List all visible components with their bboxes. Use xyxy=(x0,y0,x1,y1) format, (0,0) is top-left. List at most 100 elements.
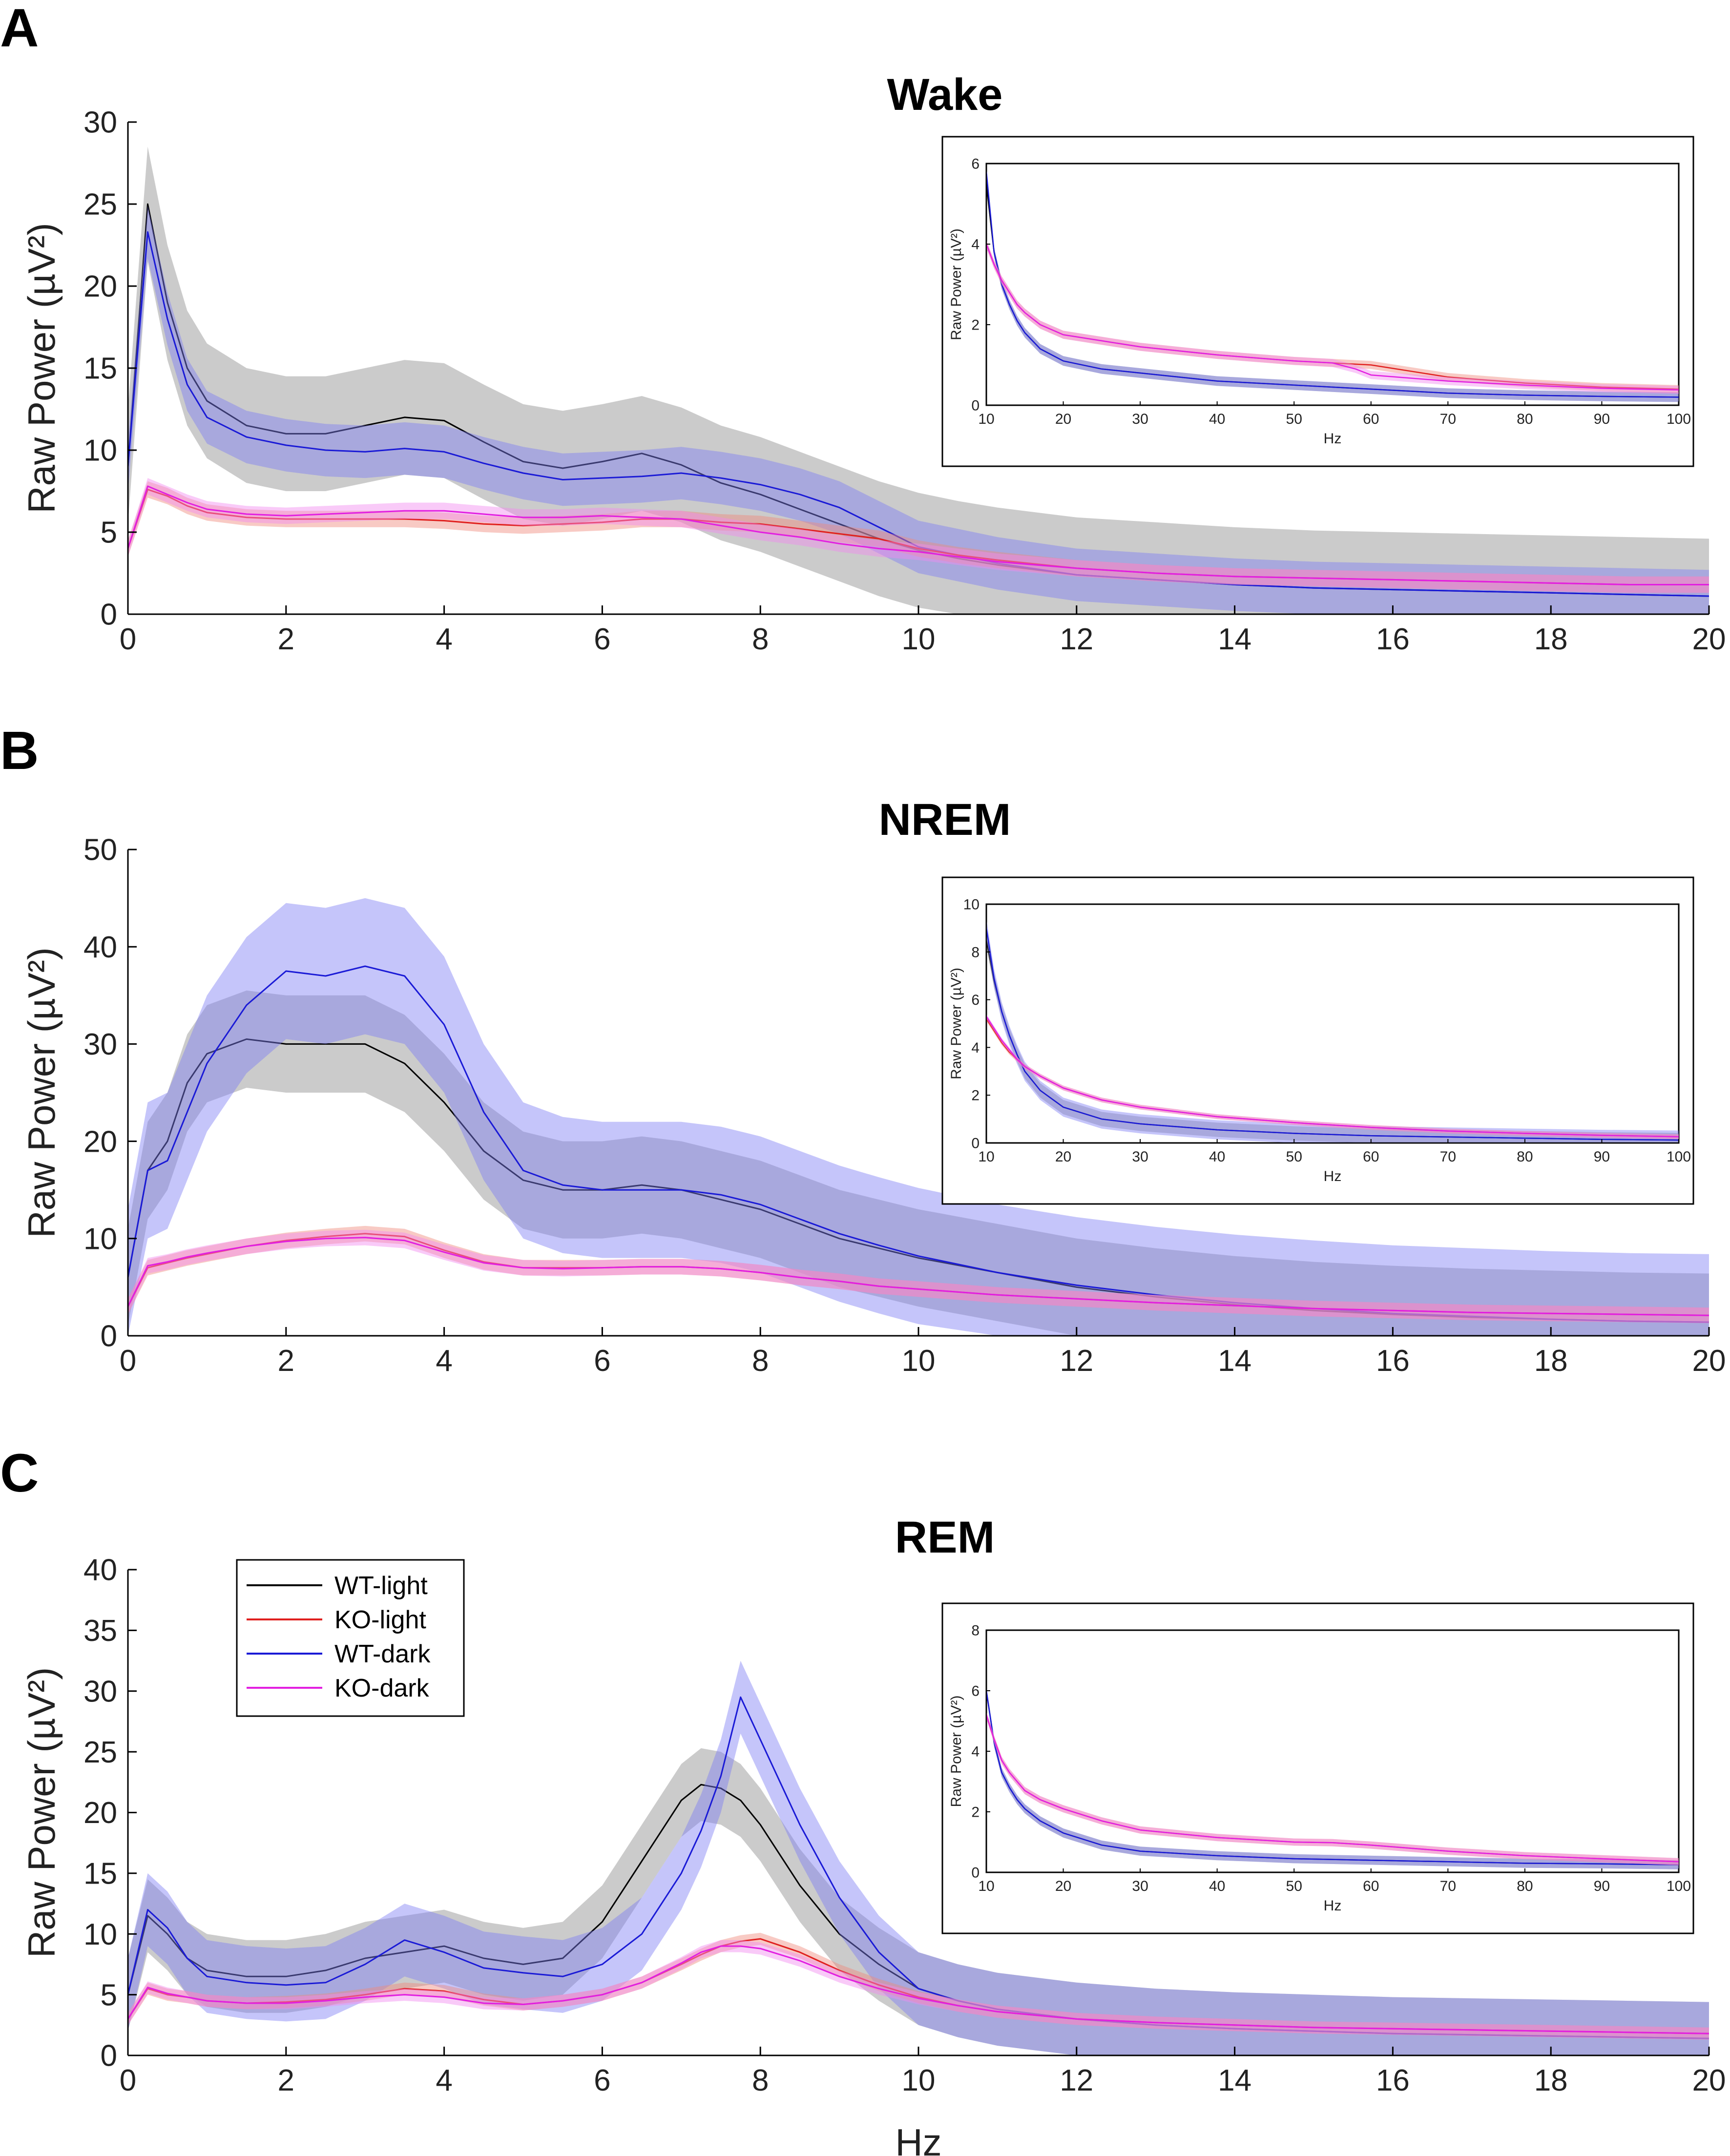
y-tick-label: 0 xyxy=(101,598,117,632)
y-tick-label: 0 xyxy=(971,398,980,414)
band-ko-dark xyxy=(986,1014,1679,1140)
y-tick-label: 30 xyxy=(83,1675,117,1708)
inset-frame xyxy=(985,163,1680,406)
x-tick-label: 50 xyxy=(1286,1149,1302,1165)
legend-label: WT-dark xyxy=(334,1640,431,1668)
x-tick-label: 2 xyxy=(278,622,294,656)
y-tick-label: 0 xyxy=(101,2039,117,2073)
y-tick-label: 15 xyxy=(83,1857,117,1891)
x-tick-label: 16 xyxy=(1376,2064,1410,2097)
band-ko-dark xyxy=(128,478,1709,593)
y-tick-label: 0 xyxy=(101,1320,117,1353)
y-tick-label: 6 xyxy=(971,992,980,1008)
line-ko-dark xyxy=(986,1715,1679,1863)
panel-title: REM xyxy=(895,1513,995,1562)
y-tick-label: 4 xyxy=(971,1744,980,1760)
x-tick-label: 40 xyxy=(1209,411,1225,427)
legend: WT-light KO-light WT-dark KO-dark xyxy=(236,1559,465,1717)
x-tick-label: 18 xyxy=(1534,1344,1568,1378)
band-wt-light xyxy=(128,146,1709,614)
y-tick-label: 4 xyxy=(971,237,980,253)
x-tick-label: 4 xyxy=(436,2064,452,2097)
panel-letter: A xyxy=(0,0,39,58)
y-tick-label: 8 xyxy=(971,944,980,960)
y-tick-label: 4 xyxy=(971,1040,980,1056)
x-tick-label: 20 xyxy=(1055,1878,1071,1894)
x-tick-label: 10 xyxy=(978,411,994,427)
x-tick-label: 40 xyxy=(1209,1878,1225,1894)
x-tick-label: 0 xyxy=(120,2064,136,2097)
x-tick-label: 2 xyxy=(278,1344,294,1378)
x-tick-label: 10 xyxy=(978,1149,994,1165)
y-tick-label: 40 xyxy=(83,1554,117,1587)
y-tick-label: 35 xyxy=(83,1614,117,1648)
y-tick-label: 10 xyxy=(83,1918,117,1951)
inset-plot: 10 20 30 40 50 60 70 80 90 100 0 2 4 6 Raw Power (µV²)… xyxy=(941,136,1694,467)
x-tick-label: 12 xyxy=(1060,622,1093,656)
x-tick-label: 20 xyxy=(1692,2064,1726,2097)
x-tick-label: 70 xyxy=(1440,1878,1456,1894)
x-tick-label: 4 xyxy=(436,622,452,656)
band-ko-light xyxy=(128,481,1709,593)
inset-plot: 10 20 30 40 50 60 70 80 90 100 0 2 4 6 8 Raw Power (µV²… xyxy=(941,1602,1694,1934)
x-tick-label: 70 xyxy=(1440,411,1456,427)
y-tick-label: 30 xyxy=(83,1028,117,1061)
x-tick-label: 14 xyxy=(1218,2064,1251,2097)
x-tick-label: 30 xyxy=(1132,1149,1148,1165)
x-tick-label: 20 xyxy=(1055,1149,1071,1165)
x-tick-label: 6 xyxy=(594,622,610,656)
line-wt-dark xyxy=(128,1696,1709,2039)
y-axis-label: Raw Power (µV²) xyxy=(20,947,63,1238)
x-tick-label: 50 xyxy=(1286,411,1302,427)
series-group xyxy=(986,1686,1679,1869)
series-group xyxy=(128,146,1709,614)
x-tick-label: 8 xyxy=(752,1344,769,1378)
x-tick-label: 10 xyxy=(902,1344,936,1378)
x-tick-label: 8 xyxy=(752,622,769,656)
x-tick-label: 90 xyxy=(1594,411,1610,427)
x-tick-label: 14 xyxy=(1218,622,1251,656)
y-tick-label: 6 xyxy=(971,1683,980,1700)
band-wt-dark xyxy=(128,206,1709,614)
y-tick-label: 10 xyxy=(83,434,117,468)
y-tick-label: 5 xyxy=(101,516,117,550)
legend-label: WT-light xyxy=(334,1572,428,1600)
y-tick-label: 20 xyxy=(83,1796,117,1830)
x-tick-label: 6 xyxy=(594,2064,610,2097)
y-tick-label: 2 xyxy=(971,317,980,333)
line-ko-dark xyxy=(986,244,1679,391)
x-tick-label: 0 xyxy=(120,622,136,656)
y-tick-label: 10 xyxy=(83,1223,117,1256)
y-tick-label: 40 xyxy=(83,931,117,964)
x-tick-label: 100 xyxy=(1667,1878,1691,1894)
band-ko-light xyxy=(128,1932,1709,2040)
line-wt-dark xyxy=(128,231,1709,597)
x-tick-label: 80 xyxy=(1517,1878,1533,1894)
panel-title: Wake xyxy=(887,70,1003,120)
band-wt-dark xyxy=(128,1660,1709,2055)
x-tick-label: 60 xyxy=(1363,411,1379,427)
panel-title: NREM xyxy=(879,795,1011,845)
y-tick-label: 15 xyxy=(83,352,117,386)
line-wt-dark xyxy=(986,1690,1679,1866)
line-ko-dark xyxy=(128,1945,1709,2034)
inset-plot: 10 20 30 40 50 60 70 80 90 100 0 2 4 6 8 10 Raw Power (µ… xyxy=(941,876,1694,1205)
x-tick-label: 70 xyxy=(1440,1149,1456,1165)
x-tick-label: 0 xyxy=(120,1344,136,1378)
y-tick-label: 25 xyxy=(83,1736,117,1769)
x-axis-label: Hz xyxy=(1324,1168,1342,1184)
y-axis-label: Raw Power (µV²) xyxy=(948,1696,964,1807)
y-tick-label: 20 xyxy=(83,270,117,304)
y-tick-label: 2 xyxy=(971,1804,980,1821)
x-tick-label: 16 xyxy=(1376,1344,1410,1378)
y-tick-label: 6 xyxy=(971,156,980,172)
y-axis-label: Raw Power (µV²) xyxy=(20,223,63,513)
band-wt-light xyxy=(128,1748,1709,2055)
x-axis-label: Hz xyxy=(1324,431,1342,447)
y-tick-label: 8 xyxy=(971,1623,980,1639)
